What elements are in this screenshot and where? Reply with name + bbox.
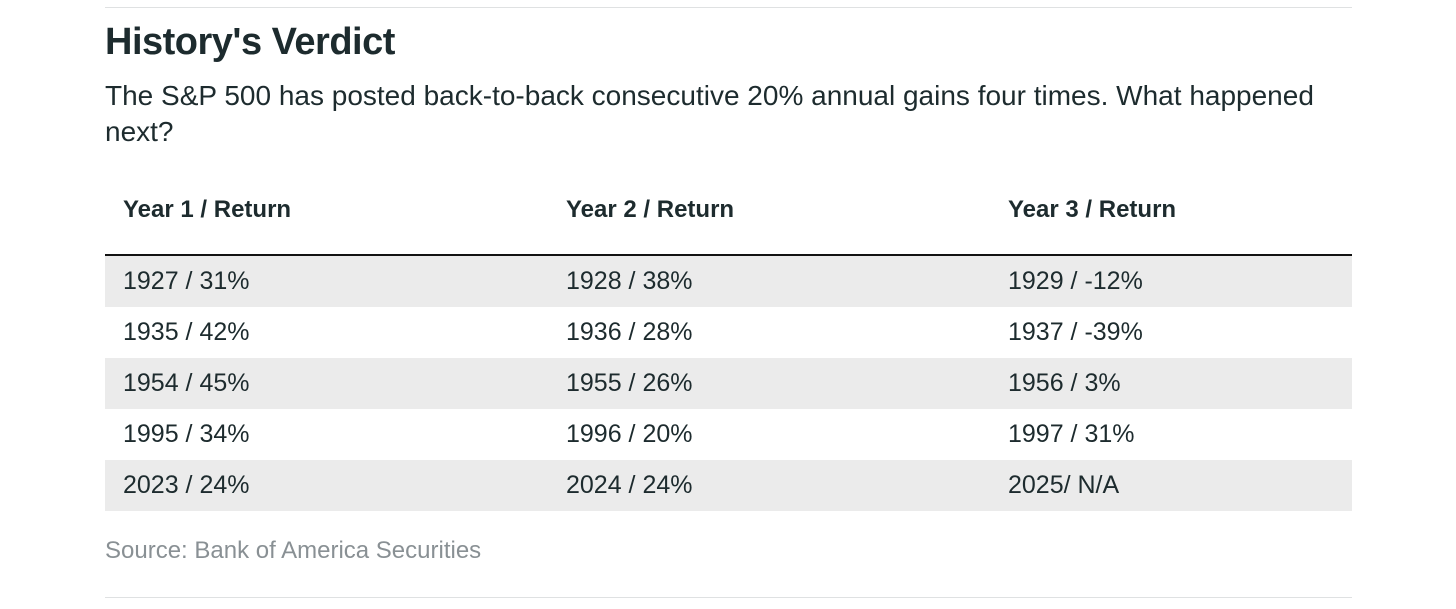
table-row: 2023 / 24% 2024 / 24% 2025/ N/A — [105, 460, 1352, 511]
table-cell: 1996 / 20% — [566, 420, 693, 448]
returns-table: Year 1 / Return Year 2 / Return Year 3 /… — [105, 196, 1352, 511]
table-cell: 1927 / 31% — [123, 267, 250, 295]
table-row: 1935 / 42% 1936 / 28% 1937 / -39% — [105, 307, 1352, 358]
figure-title: History's Verdict — [105, 21, 395, 63]
table-row: 1954 / 45% 1955 / 26% 1956 / 3% — [105, 358, 1352, 409]
table-cell: 1929 / -12% — [1008, 267, 1143, 295]
table-cell: 2025/ N/A — [1008, 471, 1120, 499]
top-divider — [105, 7, 1352, 8]
column-header-year1-return: Year 1 / Return — [105, 196, 548, 256]
article-figure: History's Verdict The S&P 500 has posted… — [0, 7, 1456, 598]
table-row: 1995 / 34% 1996 / 20% 1997 / 31% — [105, 409, 1352, 460]
table-cell: 2023 / 24% — [123, 471, 250, 499]
table-row: 1927 / 31% 1928 / 38% 1929 / -12% — [105, 255, 1352, 307]
table-cell: 1955 / 26% — [566, 369, 693, 397]
bottom-divider — [105, 597, 1352, 598]
table-cell: 1954 / 45% — [123, 369, 250, 397]
table-cell: 2024 / 24% — [566, 471, 693, 499]
figure-subtitle: The S&P 500 has posted back-to-back cons… — [105, 80, 1314, 147]
table-cell: 1936 / 28% — [566, 318, 693, 346]
table-cell: 1956 / 3% — [1008, 369, 1121, 397]
table-header-row: Year 1 / Return Year 2 / Return Year 3 /… — [105, 196, 1352, 256]
table-cell: 1928 / 38% — [566, 267, 693, 295]
table-cell: 1937 / -39% — [1008, 318, 1143, 346]
table-cell: 1935 / 42% — [123, 318, 250, 346]
source-attribution: Source: Bank of America Securities — [105, 537, 482, 564]
table-cell: 1997 / 31% — [1008, 420, 1135, 448]
table-cell: 1995 / 34% — [123, 420, 250, 448]
column-header-year2-return: Year 2 / Return — [548, 196, 990, 256]
column-header-year3-return: Year 3 / Return — [990, 196, 1352, 256]
